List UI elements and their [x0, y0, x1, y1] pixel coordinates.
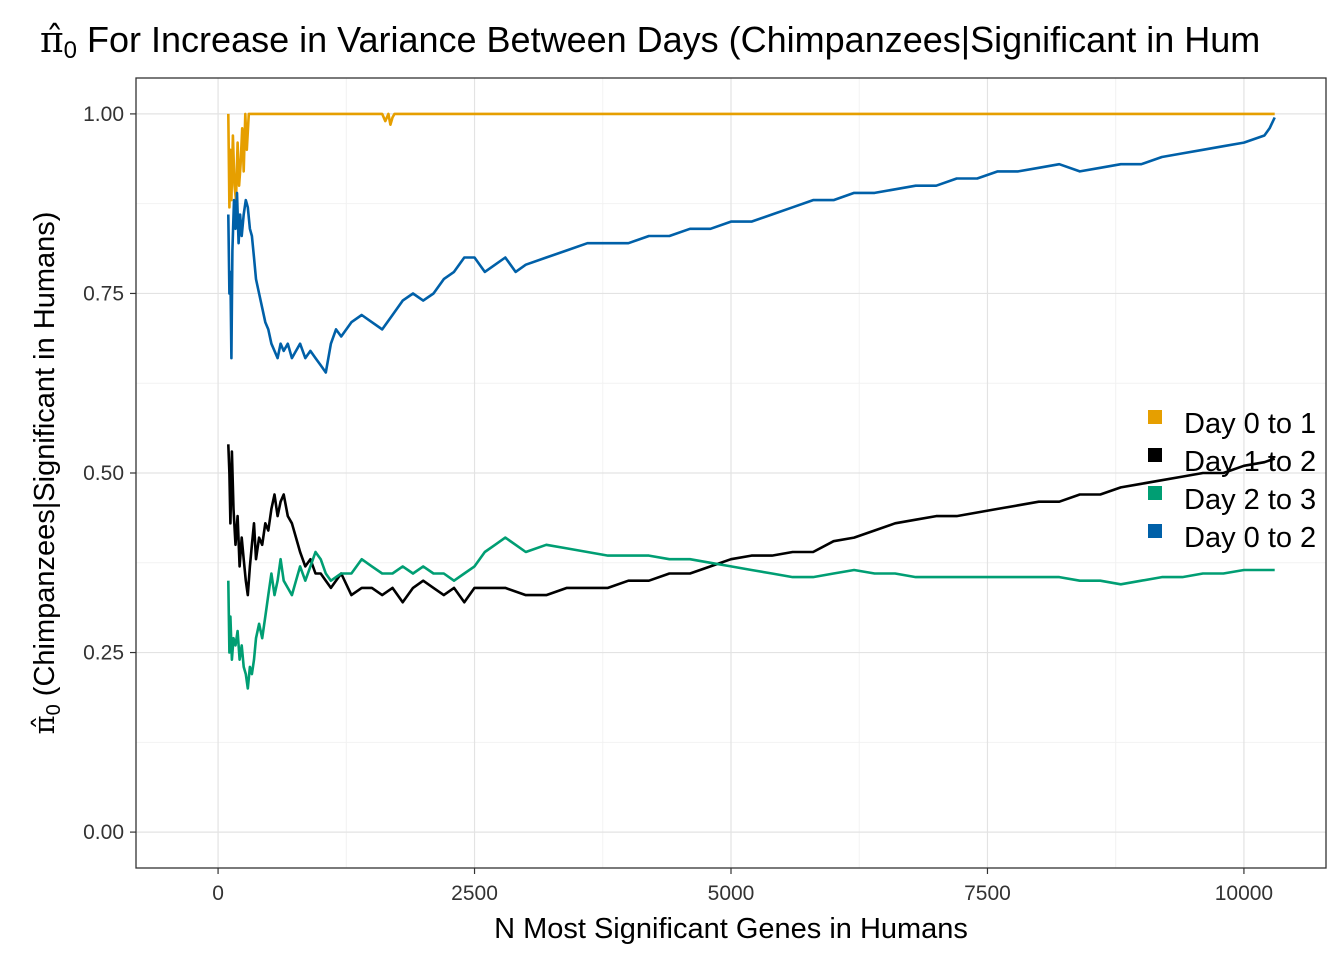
- y-axis: 0.00 0.25 0.50 0.75 1.00: [83, 103, 136, 844]
- legend-key: [1148, 448, 1162, 462]
- legend-key: [1148, 410, 1162, 424]
- y-axis-label-text: (Chimpanzees|Significant in Humans): [29, 212, 61, 697]
- x-tick-label: 0: [212, 882, 224, 905]
- series-line-day-0-to-2: [227, 116, 1276, 374]
- legend: Day 0 to 1 Day 1 to 2 Day 2 to 3 Day 0 to 2: [1148, 408, 1316, 554]
- x-tick-label: 7500: [964, 882, 1011, 905]
- plot-area: [135, 77, 1327, 869]
- legend-label: Day 0 to 2: [1184, 522, 1316, 554]
- y-tick-label: 0.25: [83, 642, 124, 665]
- chart-title-symbol: π̂: [40, 20, 64, 61]
- legend-label: Day 2 to 3: [1184, 484, 1316, 516]
- series-line-day-1-to-2: [227, 444, 1276, 604]
- x-tick-label: 10000: [1215, 882, 1273, 905]
- y-axis-label: π̂0 (Chimpanzees|Significant in Humans): [27, 212, 65, 735]
- chart-title: π̂0 For Increase in Variance Between Days…: [40, 19, 1260, 64]
- y-axis-label-symbol-subscript: 0: [43, 704, 65, 715]
- legend-label: Day 1 to 2: [1184, 446, 1316, 478]
- x-axis: 0 2500 5000 7500 10000: [212, 868, 1273, 905]
- series-line-day-0-to-1: [227, 112, 1275, 209]
- y-tick-label: 0.50: [83, 462, 124, 485]
- legend-key: [1148, 486, 1162, 500]
- y-tick-label: 1.00: [83, 103, 124, 126]
- y-tick-label: 0.00: [83, 821, 124, 844]
- chart-title-symbol-subscript: 0: [64, 37, 77, 64]
- x-axis-label: N Most Significant Genes in Humans: [494, 913, 968, 945]
- legend-key: [1148, 524, 1162, 538]
- y-tick-label: 0.75: [83, 282, 124, 305]
- series-lines: [227, 112, 1276, 690]
- chart-title-text: For Increase in Variance Between Days (C…: [87, 19, 1260, 60]
- x-tick-label: 2500: [451, 882, 498, 905]
- legend-label: Day 0 to 1: [1184, 408, 1316, 440]
- x-tick-label: 5000: [708, 882, 755, 905]
- y-axis-label-symbol: π̂: [27, 715, 61, 734]
- series-line-day-2-to-3: [227, 536, 1275, 690]
